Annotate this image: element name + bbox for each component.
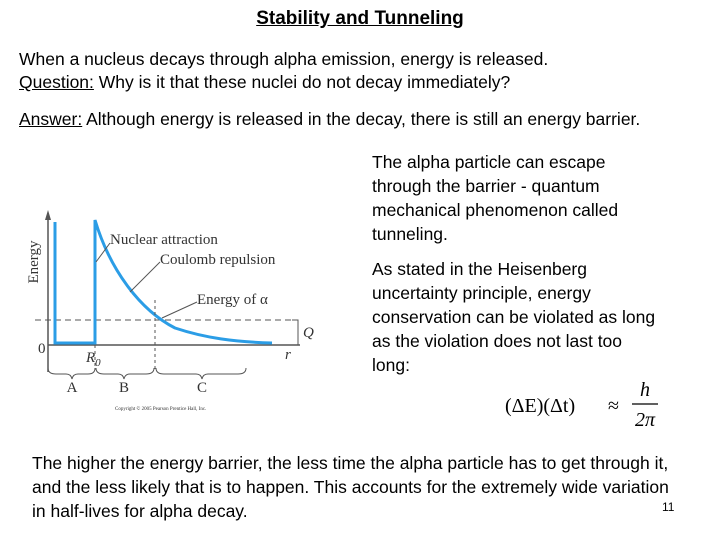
formula-denominator: 2π — [635, 409, 656, 431]
leader — [129, 261, 161, 293]
formula-numerator: h — [640, 379, 650, 401]
brace — [95, 367, 155, 380]
leader — [161, 301, 198, 319]
region-a: A — [67, 380, 78, 396]
region-c: C — [197, 380, 207, 396]
answer: Answer: Although energy is released in t… — [19, 108, 679, 130]
r0-label: R0 — [85, 350, 101, 369]
arrow — [45, 210, 51, 220]
r0-sub: 0 — [95, 357, 101, 369]
region-b: B — [119, 380, 129, 396]
brace — [155, 367, 247, 380]
potential-curve — [53, 219, 273, 345]
coulomb-label: Coulomb repulsion — [160, 252, 276, 268]
title: Stability and Tunneling — [256, 8, 464, 29]
copyright: Copyright © 2005 Pearson Prentice Hall, … — [115, 406, 206, 412]
r0-main: R — [85, 350, 95, 366]
heisenberg-text: As stated in the Heisenberg uncertainty … — [372, 259, 656, 375]
r-label: r — [285, 347, 291, 363]
q-label: Q — [303, 325, 314, 341]
formula-left: (ΔE)(Δt) — [505, 395, 575, 417]
leader — [95, 242, 111, 263]
q-bracket — [292, 319, 299, 346]
question-text: Why is it that these nuclei do not decay… — [93, 72, 511, 92]
question-label: Question: — [19, 72, 94, 92]
tunneling-text: The alpha particle can escape through th… — [372, 152, 619, 244]
conclusion: The higher the energy barrier, the less … — [32, 453, 669, 521]
formula-approx: ≈ — [608, 395, 619, 417]
zero-label: 0 — [38, 341, 46, 357]
brace — [47, 367, 96, 380]
answer-text: Although energy is released in the decay… — [82, 109, 641, 129]
energy-alpha-label: Energy of α — [197, 292, 268, 308]
nuclear-label: Nuclear attraction — [110, 232, 218, 248]
intro-line: When a nucleus decays through alpha emis… — [19, 49, 549, 69]
question: Question: Why is it that these nuclei do… — [19, 71, 510, 93]
energy-axis-label: Energy — [26, 240, 42, 284]
answer-label: Answer: — [19, 109, 83, 129]
page-number: 11 — [662, 500, 675, 514]
